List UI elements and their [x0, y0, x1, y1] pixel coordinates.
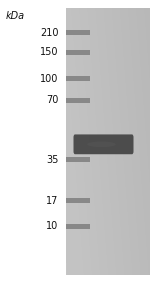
Bar [66, 98, 90, 103]
Ellipse shape [87, 142, 116, 147]
Bar [66, 198, 90, 203]
Bar [66, 157, 90, 162]
Bar [66, 50, 90, 55]
Text: 150: 150 [40, 47, 58, 57]
Text: 70: 70 [46, 95, 59, 106]
Bar [66, 76, 90, 81]
Text: 17: 17 [46, 196, 59, 206]
Bar [66, 30, 90, 35]
Text: 10: 10 [46, 221, 59, 231]
Text: 35: 35 [46, 155, 59, 165]
Text: 210: 210 [40, 27, 58, 38]
FancyBboxPatch shape [74, 134, 134, 154]
Text: kDa: kDa [5, 10, 25, 21]
Text: 100: 100 [40, 74, 58, 84]
Bar [66, 224, 90, 229]
